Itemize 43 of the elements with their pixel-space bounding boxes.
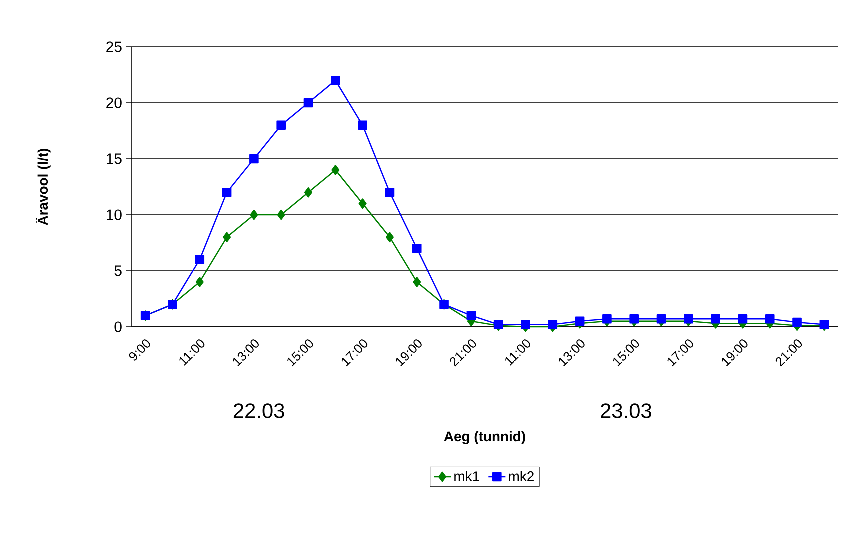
point [521,320,530,330]
point [250,210,258,220]
point [304,187,313,198]
point [222,188,232,198]
point [358,120,368,130]
y-tick-label: 15 [107,154,122,164]
point [250,154,259,164]
point [385,188,395,198]
point [304,98,314,108]
text: 23.03 [601,404,652,418]
point [412,244,422,254]
x-tick-label: 9:00 [129,340,150,361]
point [575,316,585,326]
point [331,76,340,86]
x-axis-title: Aeg (tunnid) [444,431,526,444]
point [332,165,340,176]
y-tick-label: 0 [114,322,122,332]
y-tick-label: 25 [106,42,122,52]
point [195,255,205,264]
point [738,314,748,324]
point [196,277,204,288]
point [277,210,286,220]
y-tick-label: 10 [107,210,122,220]
point [466,311,476,320]
point [711,314,720,324]
point [358,198,367,209]
point [276,120,286,130]
point [413,277,422,288]
point [656,314,666,324]
y-tick-label: 5 [114,266,122,276]
point [765,314,775,324]
point [602,314,612,324]
y-tick-label: 20 [106,98,122,108]
legend-label: mk2 [509,471,534,482]
point [792,318,802,328]
y-axis-title: Äravool (l/t) [36,148,51,226]
point [684,314,694,324]
point [386,232,394,243]
point [630,314,639,324]
legend-label: mk1 [454,471,480,482]
point [223,232,232,243]
point [548,320,558,330]
text: 22.03 [234,404,284,418]
